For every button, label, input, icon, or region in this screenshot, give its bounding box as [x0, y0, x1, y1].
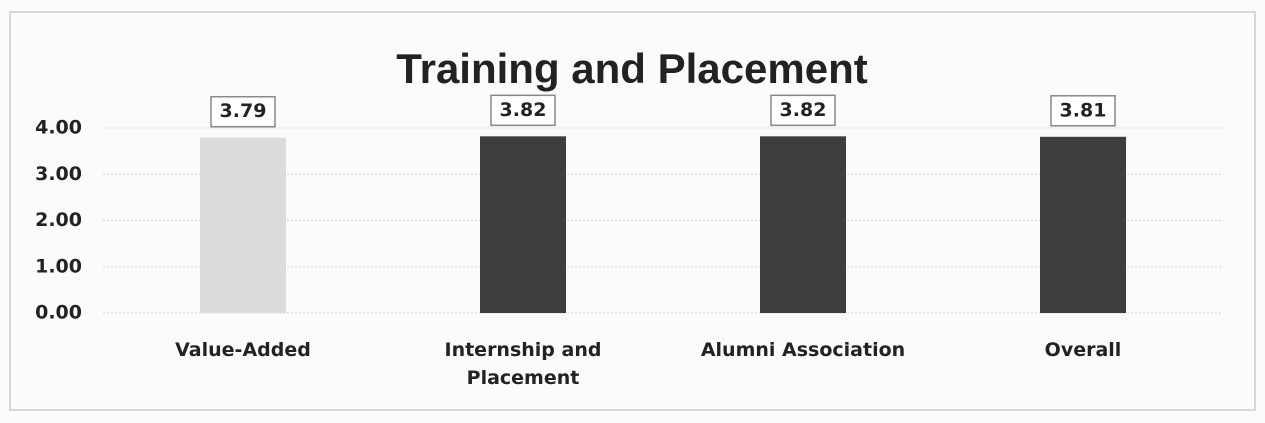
data-label-box — [1050, 95, 1116, 127]
data-label-box — [210, 95, 276, 128]
data-label: 3.82 — [780, 99, 827, 121]
chart-title: Training and Placement — [396, 45, 867, 92]
x-tick-label: Alumni Association — [700, 339, 906, 361]
bar — [1040, 136, 1126, 313]
x-tick-label: Internship and Placement — [444, 339, 602, 389]
y-tick-label: 0.00 — [35, 302, 82, 324]
y-tick-label: 1.00 — [35, 255, 82, 277]
data-label-box — [490, 94, 556, 127]
y-tick-label: 3.00 — [35, 163, 82, 185]
y-tick-label: 2.00 — [35, 209, 82, 231]
x-tick-label: Value-Added — [175, 339, 311, 361]
bar — [480, 136, 566, 313]
data-label-box — [770, 94, 836, 127]
data-label: 3.82 — [500, 99, 547, 121]
bar — [200, 137, 286, 313]
data-label: 3.81 — [1060, 99, 1107, 121]
y-tick-label: 4.00 — [35, 117, 82, 139]
data-label: 3.79 — [220, 100, 267, 122]
x-tick-label: Overall — [1044, 339, 1122, 361]
bar — [760, 136, 846, 313]
